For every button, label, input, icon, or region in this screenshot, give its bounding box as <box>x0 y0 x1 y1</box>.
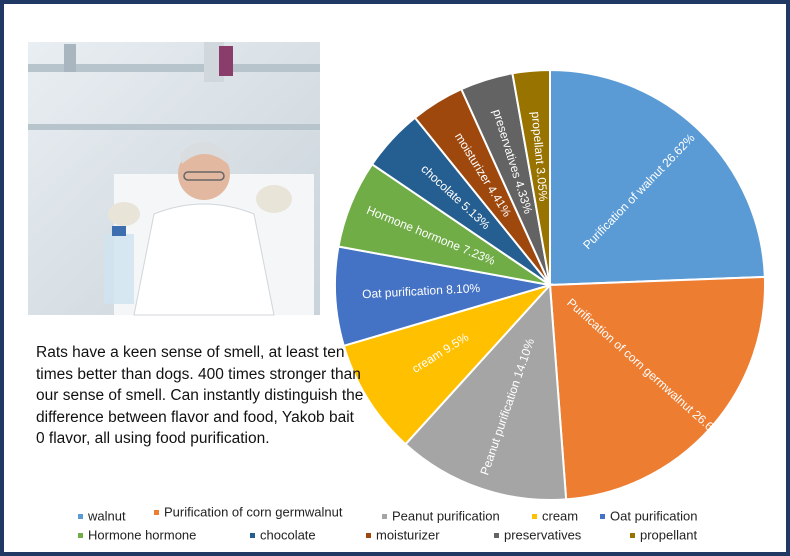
pie-slice <box>548 275 766 501</box>
legend-swatch <box>250 533 255 538</box>
legend-swatch <box>78 514 83 519</box>
chart: Purification of walnut 26.62%Purificatio… <box>28 42 766 542</box>
legend-swatch <box>78 533 83 538</box>
legend-swatch <box>382 514 387 519</box>
legend-swatch <box>494 533 499 538</box>
legend-label: Purification of corn germwalnut <box>164 504 343 519</box>
pie-slice <box>334 245 551 348</box>
photo <box>28 42 320 316</box>
pie-slice <box>549 68 766 287</box>
legend-label: cream <box>542 508 578 523</box>
pie-slice <box>404 282 568 501</box>
legend-label: chocolate <box>260 527 316 542</box>
legend-label: Hormone hormone <box>88 527 196 542</box>
legend-swatch <box>630 533 635 538</box>
pie-slice <box>511 68 551 286</box>
legend-swatch <box>154 510 159 515</box>
legend-label: walnut <box>87 508 126 523</box>
legend-label: preservatives <box>504 527 582 542</box>
legend-label: Peanut purification <box>392 508 500 523</box>
legend-label: moisturizer <box>376 527 440 542</box>
paragraph: Rats have a keen sense of smell, at leas… <box>36 344 364 447</box>
pie-slice <box>342 283 554 446</box>
legend-label: propellant <box>640 527 697 542</box>
legend-swatch <box>600 514 605 519</box>
data-label: Oat purification 8.10% <box>362 281 481 301</box>
legend-swatch <box>366 533 371 538</box>
legend-label: Oat purification <box>610 508 697 523</box>
legend-swatch <box>532 514 537 519</box>
